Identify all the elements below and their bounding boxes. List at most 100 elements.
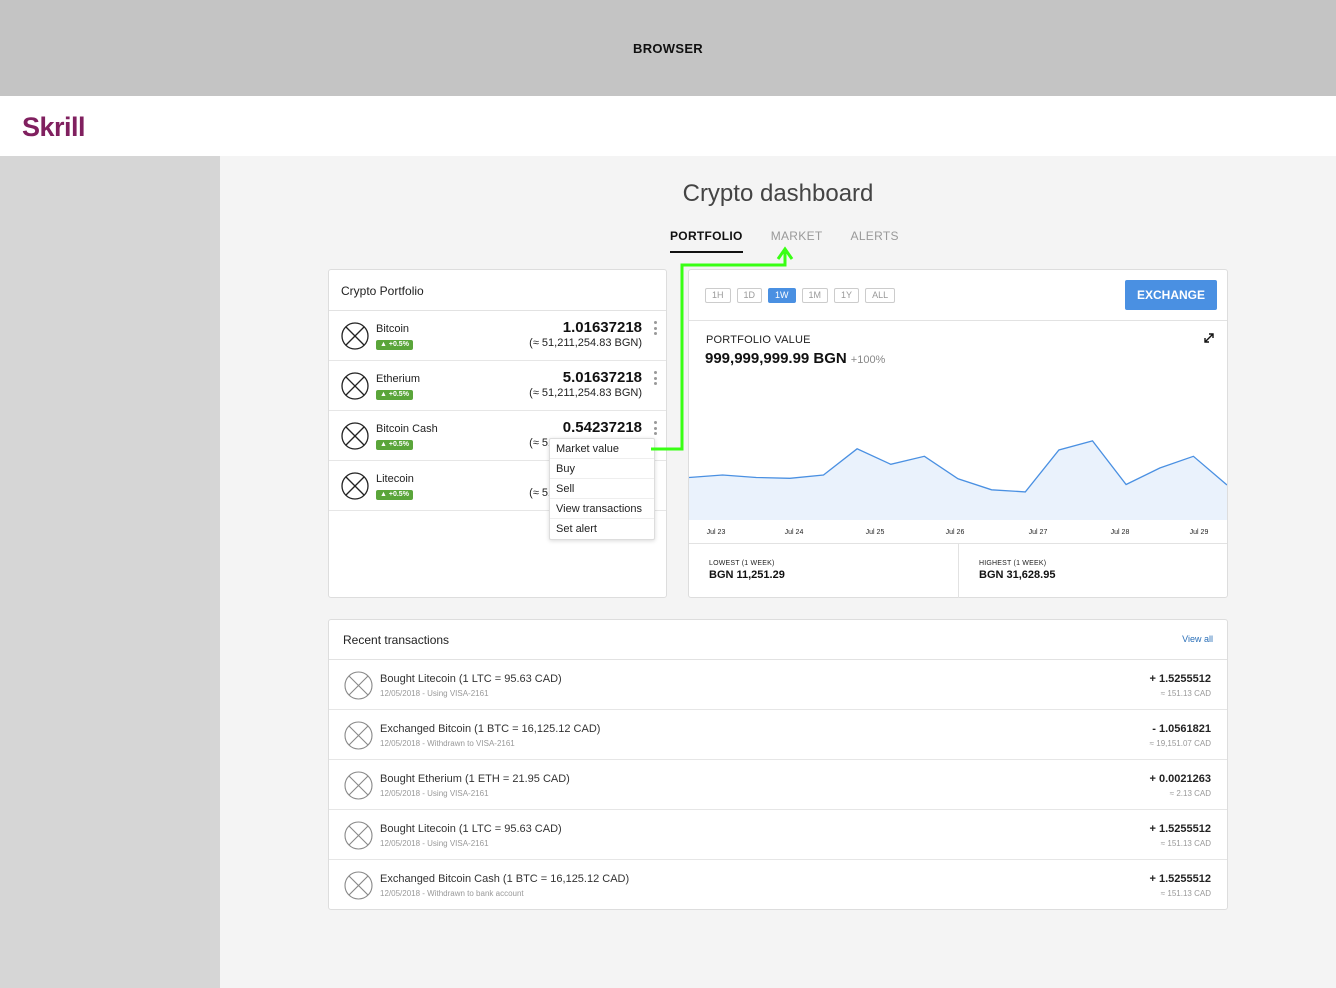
transaction-row[interactable]: Exchanged Bitcoin (1 BTC = 16,125.12 CAD… — [329, 710, 1227, 760]
placeholder-x-icon — [341, 422, 369, 450]
coin-amount: 0.54237218 — [562, 419, 642, 436]
coin-row-bitcoin[interactable]: Bitcoin ▲ +0.5% 1.01637218 (≈ 51,211,254… — [329, 311, 666, 361]
highest-stat: HIGHEST (1 WEEK) BGN 31,628.95 — [958, 544, 1227, 598]
transaction-details: 12/05/2018 - Withdrawn to bank account — [380, 889, 524, 898]
coin-fiat-value: (≈ 51,211,254.83 BGN) — [529, 337, 642, 349]
more-options-icon[interactable] — [653, 321, 657, 335]
crypto-portfolio-card: Crypto Portfolio Bitcoin ▲ +0.5% 1.01637… — [328, 269, 667, 598]
coin-row-etherium[interactable]: Etherium ▲ +0.5% 5.01637218 (≈ 51,211,25… — [329, 361, 666, 411]
coin-name: Etherium — [376, 373, 421, 385]
transaction-details: 12/05/2018 - Using VISA-2161 — [380, 689, 489, 698]
transaction-fiat-value: ≈ 151.13 CAD — [1160, 839, 1211, 848]
transaction-amount: + 0.0021263 — [1149, 773, 1211, 785]
portfolio-value: 999,999,999.99 BGN +100% — [705, 350, 885, 367]
portfolio-area-chart: Jul 23 Jul 24 Jul 25 Jul 26 Jul 27 Jul 28 Jul … — [689, 440, 1227, 536]
tab-portfolio[interactable]: PORTFOLIO — [670, 229, 743, 253]
coin-context-menu: Market value Buy Sell View transactions … — [549, 438, 655, 540]
more-options-icon[interactable] — [653, 421, 657, 435]
placeholder-x-icon — [341, 322, 369, 350]
portfolio-value-amount: 999,999,999.99 BGN — [705, 350, 847, 367]
transaction-title: Exchanged Bitcoin Cash (1 BTC = 16,125.1… — [380, 873, 630, 885]
expand-icon[interactable] — [1203, 332, 1215, 344]
lowest-label: LOWEST (1 WEEK) — [709, 560, 775, 567]
portfolio-title: Crypto Portfolio — [329, 270, 666, 311]
skrill-logo[interactable]: Skrill — [22, 112, 86, 142]
menu-item-market-value[interactable]: Market value — [550, 439, 654, 459]
x-tick-label: Jul 27 — [1029, 529, 1048, 536]
view-all-link[interactable]: View all — [1182, 634, 1213, 644]
coin-amount: 5.01637218 — [562, 369, 642, 386]
transaction-details: 12/05/2018 - Using VISA-2161 — [380, 789, 489, 798]
transaction-row[interactable]: Bought Litecoin (1 LTC = 95.63 CAD) 12/05… — [329, 660, 1227, 710]
tab-alerts[interactable]: ALERTS — [850, 229, 899, 243]
x-tick-label: Jul 29 — [1190, 529, 1209, 536]
transaction-fiat-value: ≈ 2.13 CAD — [1169, 789, 1211, 798]
chart-stats: LOWEST (1 WEEK) BGN 11,251.29 HIGHEST (1… — [689, 543, 1227, 598]
exchange-button[interactable]: EXCHANGE — [1125, 280, 1217, 310]
menu-item-sell[interactable]: Sell — [550, 479, 654, 499]
x-tick-label: Jul 25 — [866, 529, 885, 536]
dashboard-tabs: PORTFOLIO MARKET ALERTS — [670, 229, 927, 253]
highest-label: HIGHEST (1 WEEK) — [979, 560, 1047, 567]
browser-label: BROWSER — [633, 40, 703, 56]
lowest-stat: LOWEST (1 WEEK) BGN 11,251.29 — [689, 544, 958, 598]
change-value: +0.5% — [388, 341, 409, 348]
chart-series-line — [689, 440, 1227, 493]
x-tick-label: Jul 26 — [946, 529, 965, 536]
transaction-row[interactable]: Bought Etherium (1 ETH = 21.95 CAD) 12/05… — [329, 760, 1227, 810]
range-1h-button[interactable]: 1H — [705, 288, 731, 303]
placeholder-x-icon — [344, 721, 373, 750]
change-value: +0.5% — [388, 391, 409, 398]
transaction-title: Bought Litecoin (1 LTC = 95.63 CAD) — [380, 673, 562, 685]
browser-bar: BROWSER — [0, 0, 1336, 96]
coin-fiat-value: (≈ 51,211,254.83 BGN) — [529, 387, 642, 399]
placeholder-x-icon — [341, 472, 369, 500]
transaction-row[interactable]: Exchanged Bitcoin Cash (1 BTC = 16,125.1… — [329, 860, 1227, 910]
range-all-button[interactable]: ALL — [865, 288, 896, 303]
time-range-selector: 1H 1D 1W 1M 1Y ALL — [705, 288, 896, 303]
sidebar — [0, 156, 220, 988]
change-value: +0.5% — [388, 491, 409, 498]
menu-item-view-transactions[interactable]: View transactions — [550, 499, 654, 519]
x-tick-label: Jul 28 — [1111, 529, 1130, 536]
transactions-header: Recent transactions View all — [329, 620, 1227, 660]
portfolio-value-label: PORTFOLIO VALUE — [706, 334, 811, 346]
app-header: Skrill — [0, 96, 1336, 156]
menu-item-buy[interactable]: Buy — [550, 459, 654, 479]
transaction-fiat-value: ≈ 19,151.07 CAD — [1149, 739, 1211, 748]
transaction-row[interactable]: Bought Litecoin (1 LTC = 95.63 CAD) 12/05… — [329, 810, 1227, 860]
change-value: +0.5% — [388, 441, 409, 448]
highest-value: BGN 31,628.95 — [979, 569, 1056, 581]
transaction-fiat-value: ≈ 151.13 CAD — [1160, 889, 1211, 898]
transactions-list: Bought Litecoin (1 LTC = 95.63 CAD) 12/05… — [329, 660, 1227, 910]
recent-transactions-card: Recent transactions View all Bought Lite… — [328, 619, 1228, 910]
change-badge: ▲ +0.5% — [376, 440, 413, 450]
range-1m-button[interactable]: 1M — [801, 288, 829, 303]
transaction-details: 12/05/2018 - Withdrawn to VISA-2161 — [380, 739, 515, 748]
transaction-amount: + 1.5255512 — [1149, 873, 1211, 885]
transaction-details: 12/05/2018 - Using VISA-2161 — [380, 839, 489, 848]
placeholder-x-icon — [344, 871, 373, 900]
range-1d-button[interactable]: 1D — [736, 288, 763, 303]
transaction-fiat-value: ≈ 151.13 CAD — [1160, 689, 1211, 698]
coin-name: Bitcoin — [376, 323, 410, 335]
transaction-amount: + 1.5255512 — [1149, 823, 1211, 835]
tab-market[interactable]: MARKET — [770, 229, 823, 243]
page-title: Crypto dashboard — [682, 180, 874, 207]
divider — [689, 320, 1227, 321]
menu-item-set-alert[interactable]: Set alert — [556, 523, 597, 535]
x-tick-label: Jul 24 — [785, 529, 804, 536]
more-options-icon[interactable] — [653, 371, 657, 385]
placeholder-x-icon — [344, 821, 373, 850]
transaction-amount: - 1.0561821 — [1152, 723, 1211, 735]
range-1w-button[interactable]: 1W — [768, 288, 796, 303]
placeholder-x-icon — [344, 671, 373, 700]
coin-amount: 1.01637218 — [562, 319, 642, 336]
range-1y-button[interactable]: 1Y — [834, 288, 860, 303]
transaction-amount: + 1.5255512 — [1149, 673, 1211, 685]
transaction-title: Exchanged Bitcoin (1 BTC = 16,125.12 CAD… — [380, 723, 601, 735]
transaction-title: Bought Etherium (1 ETH = 21.95 CAD) — [380, 773, 570, 785]
chart-area-fill — [689, 440, 1227, 520]
transaction-title: Bought Litecoin (1 LTC = 95.63 CAD) — [380, 823, 562, 835]
portfolio-chart-card: 1H 1D 1W 1M 1Y ALL EXCHANGE PORTFOLIO VA… — [688, 269, 1228, 598]
